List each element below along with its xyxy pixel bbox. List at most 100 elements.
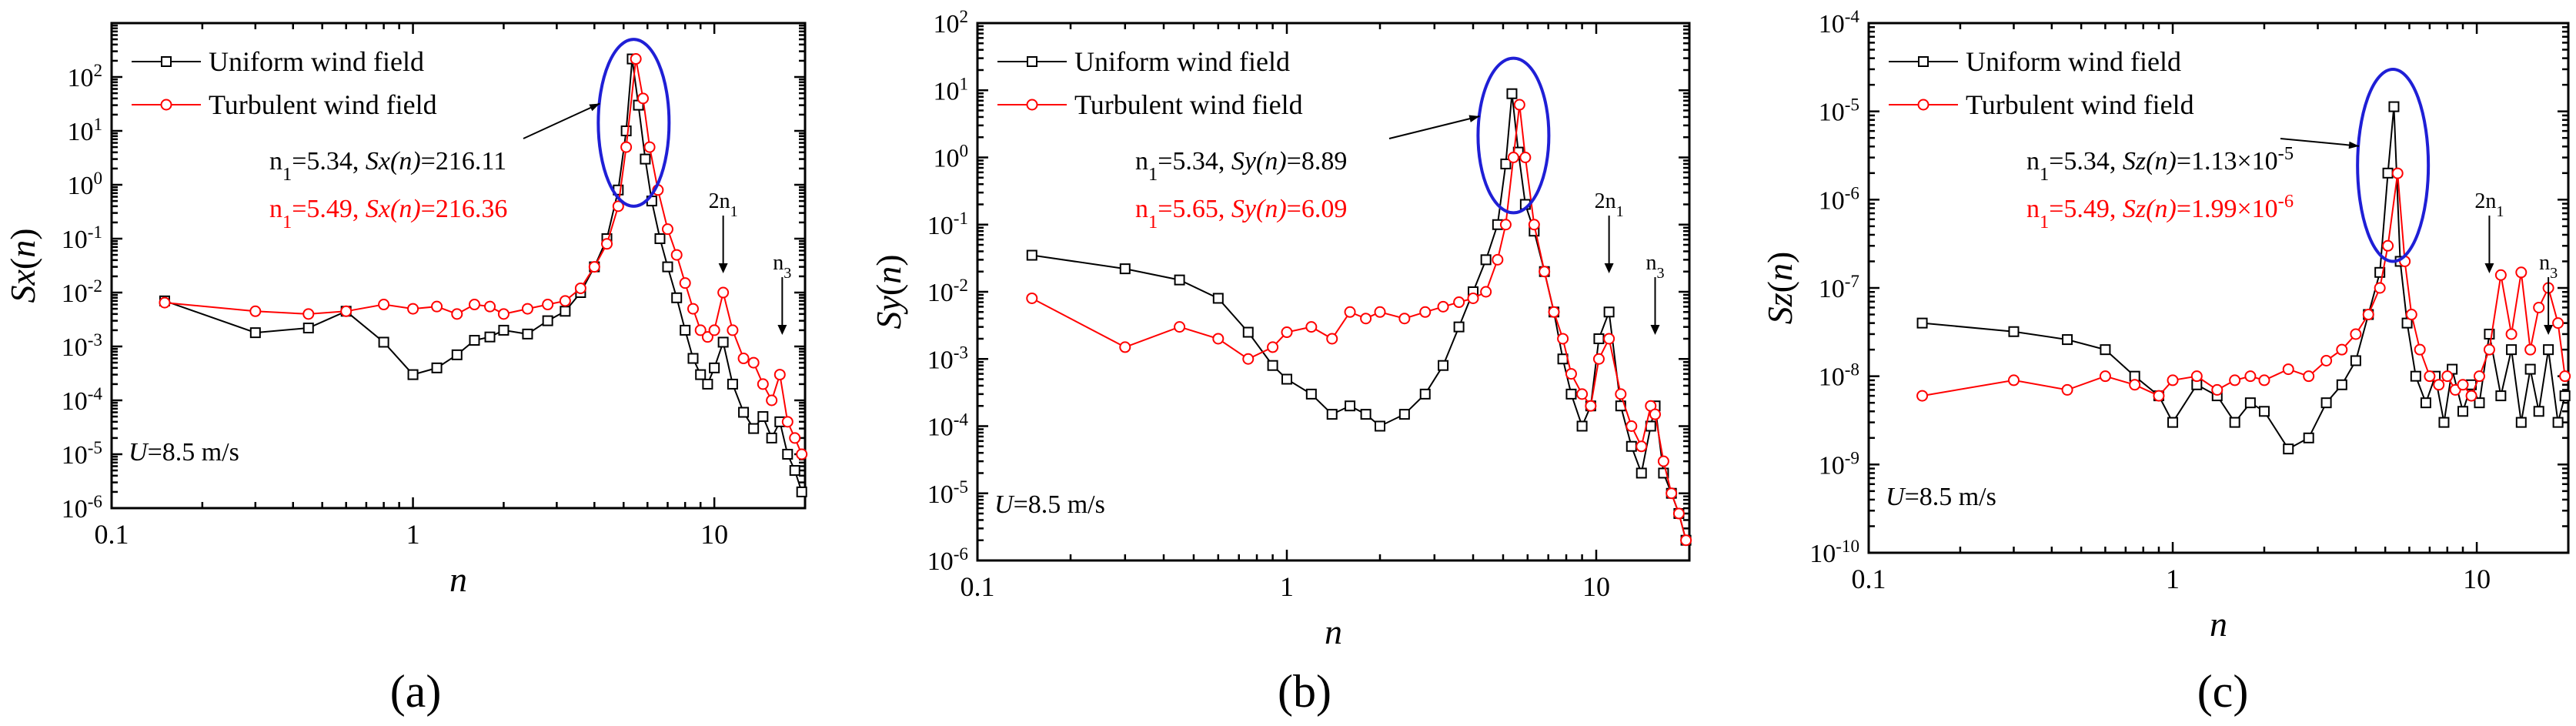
data-point <box>1548 306 1560 318</box>
data-point <box>159 296 171 309</box>
data-point <box>643 141 656 153</box>
uniform-peak-annotation: n1=5.34, Sy(n)=8.89 <box>1135 147 1347 185</box>
y-axis-label: Sy(n) <box>869 254 908 329</box>
data-point <box>1916 390 1929 402</box>
data-point <box>2483 343 2495 356</box>
data-point <box>1345 400 1356 412</box>
harmonic-2n1-arrow-head <box>718 263 728 273</box>
data-point <box>521 303 533 315</box>
series-line <box>1922 172 2566 398</box>
data-point <box>796 486 807 497</box>
turbulent-peak-annotation: n1=5.49, Sz(n)=1.99×10-6 <box>2026 191 2294 233</box>
panel-label: (c) <box>2197 666 2249 717</box>
legend-marker <box>161 56 172 67</box>
y-tick-label: 100 <box>67 169 102 200</box>
data-point <box>2495 390 2507 402</box>
data-point <box>766 394 778 406</box>
x-axis: 0.1 1 10 <box>961 23 1691 602</box>
data-point <box>2007 374 2020 386</box>
data-point <box>1281 373 1292 385</box>
data-point <box>661 223 673 236</box>
data-point <box>1267 341 1279 353</box>
data-point <box>2062 334 2073 346</box>
data-point <box>2505 328 2518 340</box>
x-axis-label: n <box>2210 604 2227 644</box>
data-point <box>1576 420 1588 432</box>
peak-arrow <box>1388 115 1480 139</box>
data-point <box>636 92 649 105</box>
x-tick-label: 1 <box>2166 564 2180 594</box>
data-point <box>2229 374 2241 386</box>
data-point <box>679 277 691 289</box>
data-point <box>789 432 801 444</box>
data-point <box>1398 409 1410 420</box>
data-point <box>2374 282 2386 294</box>
x-tick-label: 10 <box>700 519 728 550</box>
data-point <box>1212 333 1225 345</box>
data-point <box>1326 333 1338 345</box>
data-point <box>1242 353 1255 365</box>
data-point <box>671 292 683 303</box>
data-point <box>1480 286 1492 298</box>
peak-ellipse <box>596 38 671 208</box>
data-point <box>2515 417 2527 428</box>
harmonic-2n1-label: 2n1 <box>1595 189 1624 220</box>
data-point <box>1360 313 1372 325</box>
data-point <box>2282 363 2294 376</box>
data-point <box>1635 467 1647 479</box>
series-turbulent <box>159 53 808 460</box>
data-point <box>2336 343 2348 356</box>
data-point <box>738 406 750 418</box>
data-point <box>340 305 352 317</box>
data-point <box>2410 370 2421 382</box>
data-point <box>2382 239 2394 252</box>
legend-marker <box>1918 56 1929 67</box>
wind-speed-note: U=8.5 m/s <box>1886 483 1996 511</box>
uniform-peak-annotation: n1=5.34, Sz(n)=1.13×10-5 <box>2026 143 2294 185</box>
data-point <box>2524 343 2537 356</box>
y-axis: 10-10 10-9 10-8 10-7 10-6 10-5 10-4 <box>1809 7 2568 568</box>
data-point <box>2099 370 2111 383</box>
data-point <box>1026 292 1038 304</box>
data-point <box>708 324 720 336</box>
legend-marker <box>1917 99 1929 111</box>
data-point <box>1305 321 1318 333</box>
y-tick-label: 102 <box>933 7 968 38</box>
data-point <box>498 324 510 336</box>
data-point <box>302 308 315 320</box>
data-point <box>2457 406 2469 417</box>
data-point <box>2362 309 2374 321</box>
data-point <box>1492 253 1504 266</box>
data-point <box>1565 388 1577 400</box>
data-point <box>2303 432 2314 443</box>
data-point <box>1281 326 1293 339</box>
y-tick-label: 10-6 <box>62 492 102 524</box>
data-point <box>451 308 463 320</box>
y-tick-label: 10-3 <box>62 330 102 362</box>
y-tick-label: 10-8 <box>1819 360 1859 392</box>
data-point <box>1419 306 1432 318</box>
data-point <box>2457 379 2469 391</box>
data-point <box>717 336 729 348</box>
data-point <box>2336 379 2347 390</box>
data-point <box>2559 390 2571 402</box>
data-point <box>620 141 633 153</box>
y-tick-label: 10-5 <box>62 438 102 470</box>
legend-label: Uniform wind field <box>209 46 424 77</box>
data-point <box>1528 219 1540 231</box>
data-point <box>1916 317 1928 329</box>
harmonic-2n1-arrow-head <box>2484 263 2494 273</box>
data-point <box>542 299 554 311</box>
x-tick-label: 10 <box>1582 571 1610 602</box>
data-point <box>601 238 613 250</box>
legend-marker <box>1026 99 1038 111</box>
data-point <box>1438 360 1449 371</box>
y-tick-label: 10-6 <box>927 544 968 576</box>
data-point <box>1565 368 1577 380</box>
plot-frame <box>110 22 807 510</box>
data-point <box>1657 455 1669 467</box>
data-point <box>2420 397 2431 409</box>
wind-speed-note: U=8.5 m/s <box>994 490 1105 519</box>
data-point <box>249 305 262 317</box>
data-point <box>484 300 496 313</box>
